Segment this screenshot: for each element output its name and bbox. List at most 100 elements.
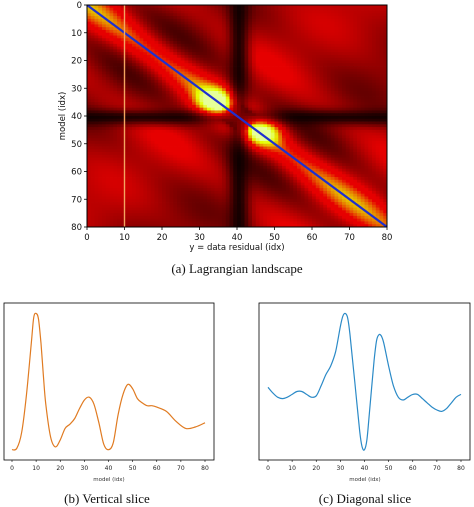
heatmap-cell	[308, 174, 313, 178]
heatmap-cell	[383, 124, 387, 128]
heatmap-cell	[147, 93, 152, 97]
heatmap-cell	[105, 104, 110, 109]
heatmap-cell	[150, 21, 155, 25]
heatmap-cell	[177, 165, 182, 170]
heatmap-cell	[162, 18, 167, 23]
heatmap-cell	[334, 66, 339, 70]
heatmap-cell	[124, 121, 129, 125]
heatmap-cell	[364, 146, 369, 150]
heatmap-cell	[263, 99, 268, 103]
heatmap-cell	[274, 46, 279, 50]
heatmap-cell	[297, 35, 302, 39]
heatmap-cell	[139, 124, 144, 128]
heatmap-cell	[240, 91, 245, 95]
heatmap-cell	[274, 152, 279, 156]
heatmap-cell	[255, 163, 260, 167]
heatmap-cell	[267, 143, 272, 147]
heatmap-cell	[375, 160, 380, 164]
heatmap-cell	[162, 29, 167, 34]
heatmap-cell	[357, 82, 362, 86]
heatmap-cell	[304, 93, 309, 97]
heatmap-cell	[278, 38, 283, 42]
heatmap-cell	[267, 168, 272, 172]
heatmap-cell	[357, 165, 362, 170]
heatmap-cell	[188, 165, 193, 170]
heatmap-cell	[334, 57, 339, 61]
heatmap-cell	[158, 116, 163, 120]
heatmap-cell	[252, 71, 257, 75]
heatmap-cell	[255, 32, 260, 36]
heatmap-cell	[188, 71, 193, 75]
heatmap-cell	[162, 146, 167, 150]
heatmap-cell	[297, 63, 302, 67]
heatmap-cell	[368, 32, 373, 36]
heatmap-cell	[282, 7, 287, 11]
heatmap-cell	[169, 168, 174, 172]
heatmap-cell	[285, 135, 290, 139]
heatmap-cell	[330, 13, 335, 17]
heatmap-cell	[327, 68, 332, 72]
heatmap-cell	[375, 104, 380, 109]
heatmap-cell	[184, 66, 189, 70]
heatmap-cell	[90, 152, 95, 156]
heatmap-cell	[342, 110, 347, 114]
heatmap-cell	[368, 102, 373, 106]
heatmap-cell	[150, 143, 155, 147]
heatmap-cell	[368, 138, 373, 142]
heatmap-cell	[293, 27, 298, 31]
heatmap-cell	[237, 104, 242, 109]
heatmap-cell	[364, 93, 369, 97]
heatmap-cell	[128, 102, 133, 106]
heatmap-cell	[282, 66, 287, 70]
heatmap-cell	[169, 16, 174, 20]
heatmap-cell	[218, 35, 223, 39]
heatmap-cell	[237, 66, 242, 70]
heatmap-cell	[184, 149, 189, 153]
heatmap-cell	[319, 110, 324, 114]
heatmap-cell	[342, 7, 347, 11]
heatmap-cell	[270, 43, 275, 48]
heatmap-cell	[349, 99, 354, 103]
heatmap-cell	[289, 135, 294, 139]
heatmap-cell	[300, 160, 305, 164]
heatmap-cell	[252, 18, 257, 23]
heatmap-cell	[330, 52, 335, 56]
heatmap-cell	[124, 57, 129, 61]
heatmap-cell	[87, 135, 92, 139]
heatmap-cell	[195, 7, 200, 11]
heatmap-cell	[154, 43, 159, 48]
heatmap-cell	[357, 5, 362, 9]
heatmap-cell	[338, 171, 343, 175]
heatmap-cell	[319, 24, 324, 28]
heatmap-cell	[353, 88, 358, 92]
heatmap-cell	[379, 132, 384, 136]
heatmap-cell	[240, 46, 245, 50]
heatmap-cell	[98, 132, 103, 136]
heatmap-cell	[289, 32, 294, 36]
heatmap-cell	[113, 171, 118, 175]
heatmap-cell	[300, 127, 305, 131]
heatmap-cell	[300, 132, 305, 136]
heatmap-cell	[349, 43, 354, 48]
heatmap-cell	[169, 41, 174, 45]
heatmap-cell	[180, 132, 185, 136]
heatmap-cell	[364, 116, 369, 120]
heatmap-cell	[192, 149, 197, 153]
heatmap-cell	[327, 18, 332, 23]
heatmap-cell	[94, 140, 99, 145]
heatmap-cell	[293, 121, 298, 125]
heatmap-cell	[330, 132, 335, 136]
heatmap-cell	[315, 18, 320, 23]
heatmap-cell	[150, 132, 155, 136]
heatmap-cell	[267, 18, 272, 23]
heatmap-cell	[263, 116, 268, 120]
heatmap-cell	[270, 79, 275, 84]
heatmap-cell	[349, 165, 354, 170]
heatmap-cell	[259, 52, 264, 56]
heatmap-cell	[225, 104, 230, 109]
heatmap-cell	[162, 32, 167, 36]
heatmap-cell	[312, 79, 317, 84]
heatmap-cell	[124, 165, 129, 170]
heatmap-cell	[143, 152, 148, 156]
heatmap-cell	[368, 49, 373, 53]
